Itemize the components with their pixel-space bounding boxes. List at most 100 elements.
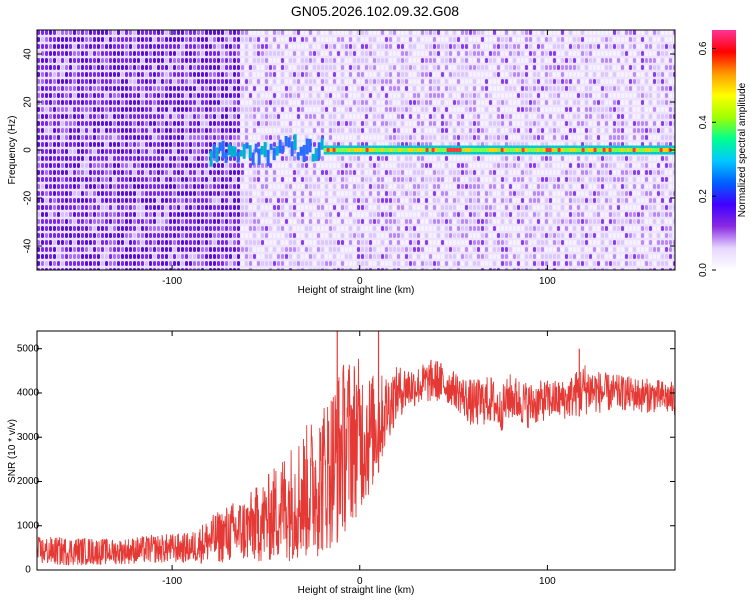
spectrogram-cell <box>221 135 224 140</box>
spectrogram-cell <box>585 261 588 266</box>
spectrogram-cell <box>561 100 564 105</box>
spectrogram-cell <box>397 219 400 224</box>
spectrogram-cell <box>425 233 428 238</box>
spectrogram-cell <box>321 30 324 35</box>
spectrogram-cell <box>605 114 608 119</box>
spectrogram-cell <box>369 114 372 119</box>
spectrogram-cell <box>437 226 440 231</box>
spectrogram-cell <box>89 170 92 175</box>
spectrogram-cell <box>157 37 160 42</box>
spectrogram-cell <box>281 65 284 70</box>
spectrogram-cell <box>189 205 192 210</box>
spectrogram-cell <box>189 51 192 56</box>
spectrogram-cell <box>393 37 396 42</box>
spectrogram-cell <box>593 86 596 91</box>
spectrogram-cell <box>461 128 464 133</box>
spectrogram-cell <box>133 128 136 133</box>
spectrogram-cell <box>485 86 488 91</box>
spectrogram-cell <box>453 233 456 238</box>
spectrogram-cell <box>173 205 176 210</box>
spectrogram-cell <box>297 30 300 35</box>
spectrogram-cell <box>105 135 108 140</box>
spectrogram-cell <box>537 191 540 196</box>
spectrogram-cell <box>437 100 440 105</box>
spectrogram-cell <box>437 72 440 77</box>
spectrogram-cell <box>41 233 44 238</box>
spectrogram-cell <box>125 79 128 84</box>
spectrogram-cell <box>261 156 264 161</box>
spectrogram-cell <box>377 198 380 203</box>
spectrogram-cell <box>401 121 404 126</box>
spectrogram-cell <box>581 58 584 63</box>
spectrogram-cell <box>445 191 448 196</box>
spectrogram-cell <box>525 135 528 140</box>
spectrogram-cell <box>445 65 448 70</box>
spectrogram-cell <box>289 212 292 217</box>
spectrogram-cell <box>53 219 56 224</box>
spectrogram-cell <box>545 254 548 259</box>
spectrogram-cell <box>373 261 376 266</box>
spectrogram-cell <box>589 135 592 140</box>
spectrogram-cell <box>337 135 340 140</box>
spectrogram-cell <box>509 226 512 231</box>
spectrogram-cell <box>61 128 64 133</box>
spectrogram-cell <box>49 135 52 140</box>
spectrogram-cell <box>581 191 584 196</box>
spectrogram-cell <box>93 44 96 49</box>
spectrogram-cell <box>345 79 348 84</box>
spectrogram-cell <box>81 247 84 252</box>
spectrogram-cell <box>405 72 408 77</box>
spectrogram-cell <box>289 58 292 63</box>
spectrogram-cell <box>541 58 544 63</box>
spectrogram-cell <box>389 79 392 84</box>
spectrogram-cell <box>285 184 288 189</box>
spectrogram-cell <box>113 37 116 42</box>
spectrogram-cell <box>381 233 384 238</box>
spectrogram-cell <box>81 100 84 105</box>
spectrogram-cell <box>569 51 572 56</box>
spectrogram-cell <box>217 65 220 70</box>
spectrogram-cell <box>593 44 596 49</box>
spectrogram-cell <box>445 177 448 182</box>
spectrogram-cell <box>101 128 104 133</box>
spectrogram-cell <box>369 219 372 224</box>
spectrogram-cell <box>217 254 220 259</box>
spectrogram-cell <box>301 240 304 245</box>
spectrogram-cell <box>369 51 372 56</box>
spectrogram-cell <box>325 170 328 175</box>
spectrogram-cell <box>285 261 288 266</box>
spectrogram-cell <box>425 226 428 231</box>
spectrogram-cell <box>137 233 140 238</box>
spectrogram-cell <box>373 135 376 140</box>
spectrogram-cell <box>153 198 156 203</box>
spectrogram-cell <box>493 37 496 42</box>
spectrogram-cell <box>445 58 448 63</box>
spectrogram-cell <box>89 86 92 91</box>
spectrogram-cell <box>413 261 416 266</box>
spectrogram-cell <box>605 37 608 42</box>
spectrogram-cell <box>157 100 160 105</box>
spectrogram-cell <box>333 198 336 203</box>
spectrogram-cell <box>49 247 52 252</box>
spectrogram-cell <box>509 72 512 77</box>
spectrogram-cell <box>597 191 600 196</box>
spectrogram-cell <box>321 205 324 210</box>
spectrogram-cell <box>557 51 560 56</box>
spectrogram-cell <box>289 79 292 84</box>
spectrogram-cell <box>473 114 476 119</box>
spectrogram-cell <box>225 142 228 147</box>
spectrogram-cell <box>409 163 412 168</box>
spectrogram-cell <box>177 37 180 42</box>
spectrogram-cell <box>449 121 452 126</box>
spectrogram-cell <box>545 247 548 252</box>
spectrogram-cell <box>289 233 292 238</box>
spectrogram-cell <box>445 198 448 203</box>
spectrogram-cell <box>253 79 256 84</box>
spectrogram-cell <box>277 37 280 42</box>
spectrogram-cell <box>53 170 56 175</box>
spectrogram-cell <box>165 79 168 84</box>
spectrogram-cell <box>337 219 340 224</box>
spectrogram-cell <box>465 233 468 238</box>
spectrogram-cell <box>129 156 132 161</box>
spectrogram-cell <box>601 191 604 196</box>
